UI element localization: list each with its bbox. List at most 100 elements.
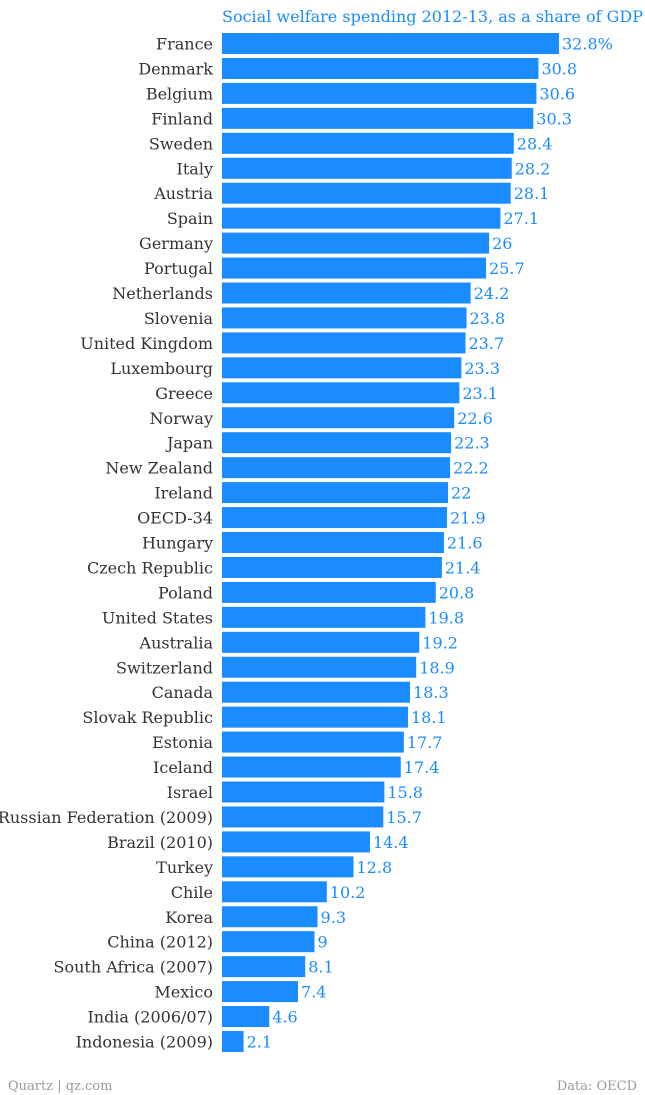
category-label-belgium: Belgium bbox=[146, 84, 213, 103]
value-label-poland: 20.8 bbox=[439, 583, 475, 602]
bar-ireland bbox=[222, 482, 449, 504]
value-label-finland: 30.3 bbox=[536, 109, 572, 128]
value-label-spain: 27.1 bbox=[503, 209, 539, 228]
bar-korea bbox=[222, 906, 318, 928]
value-label-norway: 22.6 bbox=[457, 409, 493, 428]
category-label-austria: Austria bbox=[153, 184, 213, 203]
value-label-iceland: 17.4 bbox=[404, 758, 440, 777]
category-label-norway: Norway bbox=[149, 409, 213, 428]
bar-brazil-2010 bbox=[222, 831, 370, 853]
bar-spain bbox=[222, 207, 501, 229]
value-label-hungary: 21.6 bbox=[447, 534, 483, 553]
value-label-germany: 26 bbox=[492, 234, 512, 253]
category-label-china-2012: China (2012) bbox=[107, 933, 213, 952]
value-label-austria: 28.1 bbox=[514, 184, 550, 203]
category-label-canada: Canada bbox=[152, 683, 214, 702]
value-label-italy: 28.2 bbox=[515, 159, 551, 178]
category-label-netherlands: Netherlands bbox=[112, 284, 213, 303]
value-label-south-africa-2007: 8.1 bbox=[308, 958, 333, 977]
bar-portugal bbox=[222, 257, 487, 279]
value-label-brazil-2010: 14.4 bbox=[373, 833, 409, 852]
bar-denmark bbox=[222, 57, 539, 79]
value-label-united-states: 19.8 bbox=[428, 608, 464, 627]
bar-united-states bbox=[222, 606, 426, 628]
category-label-iceland: Iceland bbox=[153, 758, 213, 777]
category-label-denmark: Denmark bbox=[138, 59, 213, 78]
category-label-korea: Korea bbox=[165, 908, 213, 927]
category-label-israel: Israel bbox=[167, 783, 213, 802]
category-label-germany: Germany bbox=[139, 234, 213, 253]
value-label-denmark: 30.8 bbox=[541, 59, 577, 78]
category-label-russian-federation-2009: Russian Federation (2009) bbox=[0, 808, 213, 827]
bar-greece bbox=[222, 382, 460, 404]
category-label-spain: Spain bbox=[167, 209, 213, 228]
category-label-france: France bbox=[156, 35, 213, 54]
category-label-slovenia: Slovenia bbox=[144, 309, 214, 328]
category-label-poland: Poland bbox=[158, 583, 213, 602]
category-label-sweden: Sweden bbox=[149, 134, 213, 153]
category-label-brazil-2010: Brazil (2010) bbox=[107, 833, 213, 852]
category-label-japan: Japan bbox=[165, 434, 213, 453]
category-label-hungary: Hungary bbox=[142, 534, 213, 553]
bar-sweden bbox=[222, 132, 514, 154]
bar-estonia bbox=[222, 731, 404, 753]
bar-slovak-republic bbox=[222, 706, 408, 728]
bar-south-africa-2007 bbox=[222, 956, 306, 978]
category-label-new-zealand: New Zealand bbox=[105, 459, 213, 478]
bar-turkey bbox=[222, 856, 354, 878]
category-label-italy: Italy bbox=[177, 159, 213, 178]
category-label-finland: Finland bbox=[151, 109, 213, 128]
bar-france bbox=[222, 33, 559, 54]
category-label-luxembourg: Luxembourg bbox=[110, 359, 213, 378]
value-label-turkey: 12.8 bbox=[357, 858, 393, 877]
bar-chile bbox=[222, 881, 327, 903]
value-label-india-2006-07: 4.6 bbox=[272, 1008, 297, 1027]
bar-india-2006-07 bbox=[222, 1006, 270, 1028]
value-label-france: 32.8% bbox=[562, 35, 613, 54]
bar-united-kingdom bbox=[222, 332, 466, 354]
bar-new-zealand bbox=[222, 457, 451, 479]
bar-netherlands bbox=[222, 282, 471, 304]
bars-group bbox=[222, 33, 559, 1052]
value-label-korea: 9.3 bbox=[321, 908, 346, 927]
value-label-netherlands: 24.2 bbox=[474, 284, 510, 303]
category-label-ireland: Ireland bbox=[154, 484, 213, 503]
value-label-israel: 15.8 bbox=[387, 783, 423, 802]
category-label-slovak-republic: Slovak Republic bbox=[82, 708, 213, 727]
value-label-united-kingdom: 23.7 bbox=[469, 334, 505, 353]
value-label-australia: 19.2 bbox=[422, 633, 458, 652]
value-label-chile: 10.2 bbox=[330, 883, 366, 902]
category-label-australia: Australia bbox=[139, 633, 214, 652]
bar-luxembourg bbox=[222, 357, 462, 379]
bar-switzerland bbox=[222, 656, 417, 678]
bar-belgium bbox=[222, 82, 537, 104]
value-label-portugal: 25.7 bbox=[489, 259, 525, 278]
bar-canada bbox=[222, 681, 411, 703]
category-label-indonesia-2009: Indonesia (2009) bbox=[76, 1033, 213, 1052]
value-label-canada: 18.3 bbox=[413, 683, 449, 702]
value-label-oecd-34: 21.9 bbox=[450, 509, 486, 528]
source-left: Quartz | qz.com bbox=[8, 1079, 112, 1094]
bar-czech-republic bbox=[222, 556, 442, 578]
category-label-switzerland: Switzerland bbox=[116, 658, 213, 677]
bar-poland bbox=[222, 581, 436, 603]
bar-israel bbox=[222, 781, 385, 803]
bar-germany bbox=[222, 232, 490, 254]
bar-indonesia-2009 bbox=[222, 1031, 244, 1052]
value-label-mexico: 7.4 bbox=[301, 983, 326, 1002]
value-label-russian-federation-2009: 15.7 bbox=[386, 808, 422, 827]
value-label-new-zealand: 22.2 bbox=[453, 459, 489, 478]
bar-hungary bbox=[222, 532, 444, 553]
bar-iceland bbox=[222, 756, 401, 778]
category-label-estonia: Estonia bbox=[152, 733, 213, 752]
bar-austria bbox=[222, 182, 511, 204]
category-label-united-kingdom: United Kingdom bbox=[80, 334, 213, 353]
value-label-sweden: 28.4 bbox=[517, 134, 553, 153]
bar-australia bbox=[222, 631, 420, 653]
value-label-slovenia: 23.8 bbox=[470, 309, 506, 328]
bar-mexico bbox=[222, 981, 299, 1003]
value-label-ireland: 22 bbox=[451, 484, 471, 503]
bar-china-2012 bbox=[222, 931, 315, 953]
value-label-switzerland: 18.9 bbox=[419, 658, 455, 677]
